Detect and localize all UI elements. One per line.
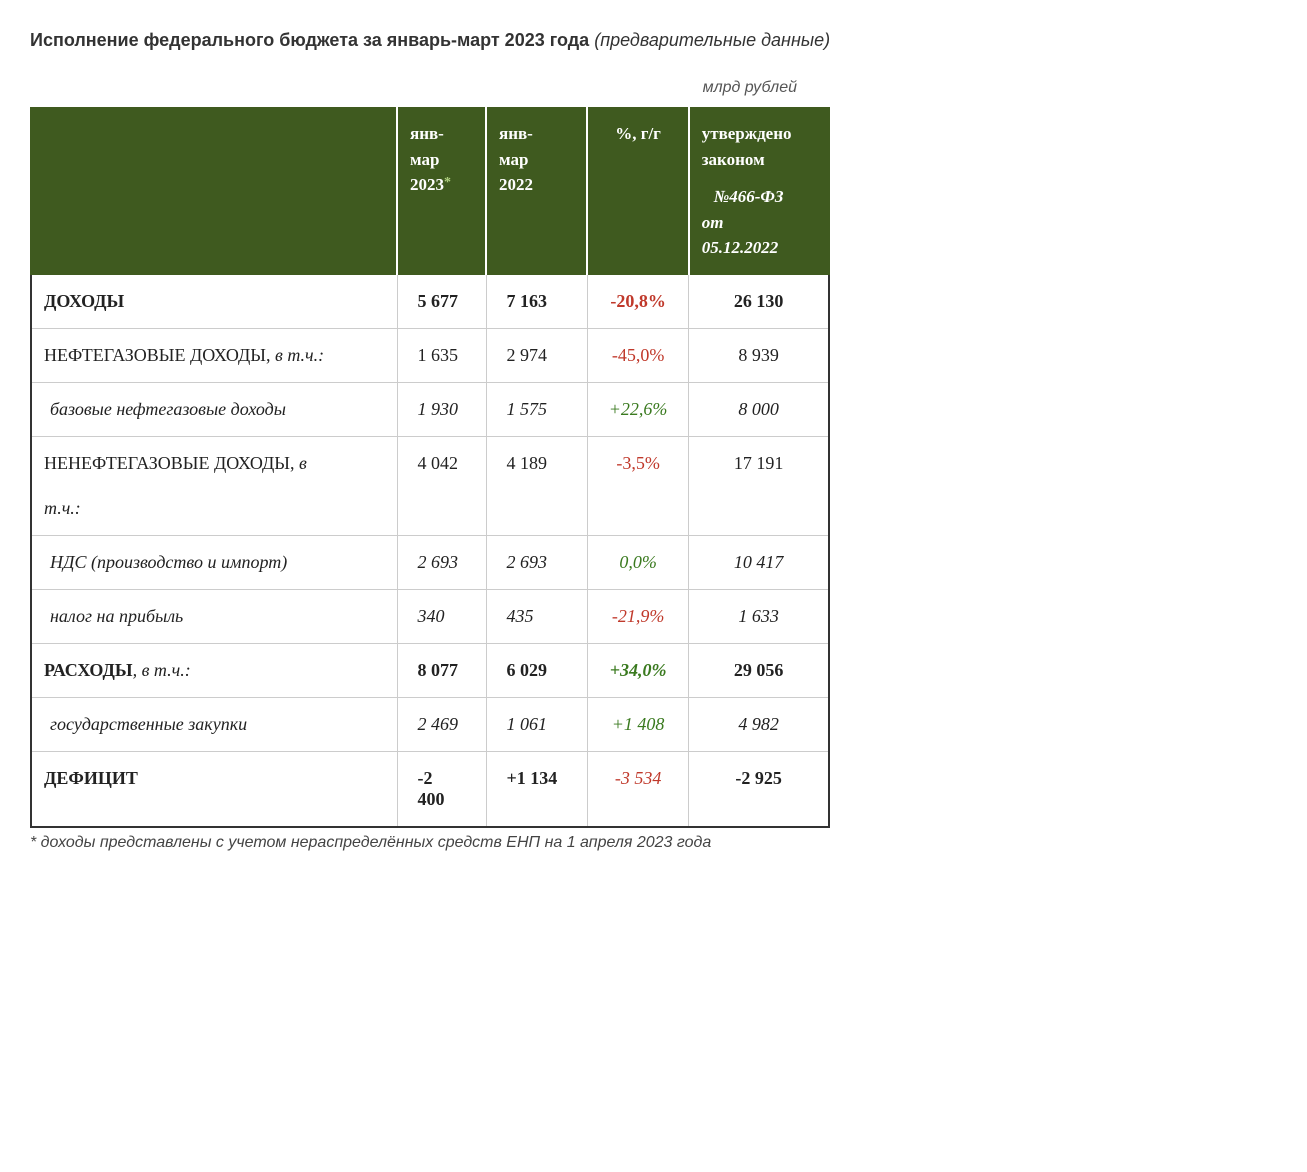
cell-2023: 4 042 xyxy=(397,436,486,535)
cell-law: 1 633 xyxy=(689,589,829,643)
cell-pct: -20,8% xyxy=(587,275,688,329)
table-row: налог на прибыль 340 435 -21,9% 1 633 xyxy=(31,589,829,643)
cell-law: 26 130 xyxy=(689,275,829,329)
row-label: ДЕФИЦИТ xyxy=(31,751,397,827)
table-row: ДОХОДЫ 5 677 7 163 -20,8% 26 130 xyxy=(31,275,829,329)
title-main: Исполнение федерального бюджета за январ… xyxy=(30,30,589,50)
cell-2022: 6 029 xyxy=(486,643,587,697)
cell-2023: 5 677 xyxy=(397,275,486,329)
budget-table: янв- мар 2023* янв- мар 2022 %, г/г утве… xyxy=(30,107,830,828)
cell-pct: +1 408 xyxy=(587,697,688,751)
row-label: базовые нефтегазовые доходы xyxy=(31,382,397,436)
cell-2022: +1 134 xyxy=(486,751,587,827)
row-label: НДС (производство и импорт) xyxy=(31,535,397,589)
table-row: НЕФТЕГАЗОВЫЕ ДОХОДЫ, в т.ч.: 1 635 2 974… xyxy=(31,328,829,382)
row-label: НЕНЕФТЕГАЗОВЫЕ ДОХОДЫ, в т.ч.: xyxy=(31,436,397,535)
asterisk-icon: * xyxy=(444,175,451,190)
col-header-empty xyxy=(31,107,397,275)
table-row: НДС (производство и импорт) 2 693 2 693 … xyxy=(31,535,829,589)
cell-law: 4 982 xyxy=(689,697,829,751)
col-header-2022: янв- мар 2022 xyxy=(486,107,587,275)
cell-2023: -2 400 xyxy=(397,751,486,827)
cell-pct: -3 534 xyxy=(587,751,688,827)
table-row: ДЕФИЦИТ -2 400 +1 134 -3 534 -2 925 xyxy=(31,751,829,827)
title-sub: (предварительные данные) xyxy=(594,30,830,50)
cell-pct: -45,0% xyxy=(587,328,688,382)
row-label: НЕФТЕГАЗОВЫЕ ДОХОДЫ, в т.ч.: xyxy=(31,328,397,382)
cell-2022: 2 693 xyxy=(486,535,587,589)
row-label: государственные закупки xyxy=(31,697,397,751)
page-title: Исполнение федерального бюджета за январ… xyxy=(30,30,1277,51)
cell-2022: 1 061 xyxy=(486,697,587,751)
cell-2023: 8 077 xyxy=(397,643,486,697)
col-header-law: утверждено законом №466-ФЗ от05.12.2022 xyxy=(689,107,829,275)
cell-2023: 340 xyxy=(397,589,486,643)
cell-pct: 0,0% xyxy=(587,535,688,589)
cell-pct: +22,6% xyxy=(587,382,688,436)
table-header-row: янв- мар 2023* янв- мар 2022 %, г/г утве… xyxy=(31,107,829,275)
col-header-2023: янв- мар 2023* xyxy=(397,107,486,275)
row-label: налог на прибыль xyxy=(31,589,397,643)
cell-2023: 2 693 xyxy=(397,535,486,589)
cell-law: 8 939 xyxy=(689,328,829,382)
table-row: базовые нефтегазовые доходы 1 930 1 575 … xyxy=(31,382,829,436)
cell-2023: 2 469 xyxy=(397,697,486,751)
table-row: государственные закупки 2 469 1 061 +1 4… xyxy=(31,697,829,751)
col-header-pct: %, г/г xyxy=(587,107,688,275)
cell-pct: -3,5% xyxy=(587,436,688,535)
cell-2022: 2 974 xyxy=(486,328,587,382)
cell-2023: 1 635 xyxy=(397,328,486,382)
cell-2023: 1 930 xyxy=(397,382,486,436)
table-row: РАСХОДЫ, в т.ч.: 8 077 6 029 +34,0% 29 0… xyxy=(31,643,829,697)
table-row: НЕНЕФТЕГАЗОВЫЕ ДОХОДЫ, в т.ч.: 4 042 4 1… xyxy=(31,436,829,535)
cell-law: 8 000 xyxy=(689,382,829,436)
footnote: * доходы представлены с учетом нераспред… xyxy=(30,834,1277,852)
cell-law: 17 191 xyxy=(689,436,829,535)
cell-2022: 4 189 xyxy=(486,436,587,535)
cell-law: 10 417 xyxy=(689,535,829,589)
row-label: ДОХОДЫ xyxy=(31,275,397,329)
cell-2022: 7 163 xyxy=(486,275,587,329)
cell-law: -2 925 xyxy=(689,751,829,827)
cell-law: 29 056 xyxy=(689,643,829,697)
units-label: млрд рублей xyxy=(30,79,1277,97)
cell-2022: 1 575 xyxy=(486,382,587,436)
cell-2022: 435 xyxy=(486,589,587,643)
row-label: РАСХОДЫ, в т.ч.: xyxy=(31,643,397,697)
cell-pct: -21,9% xyxy=(587,589,688,643)
cell-pct: +34,0% xyxy=(587,643,688,697)
